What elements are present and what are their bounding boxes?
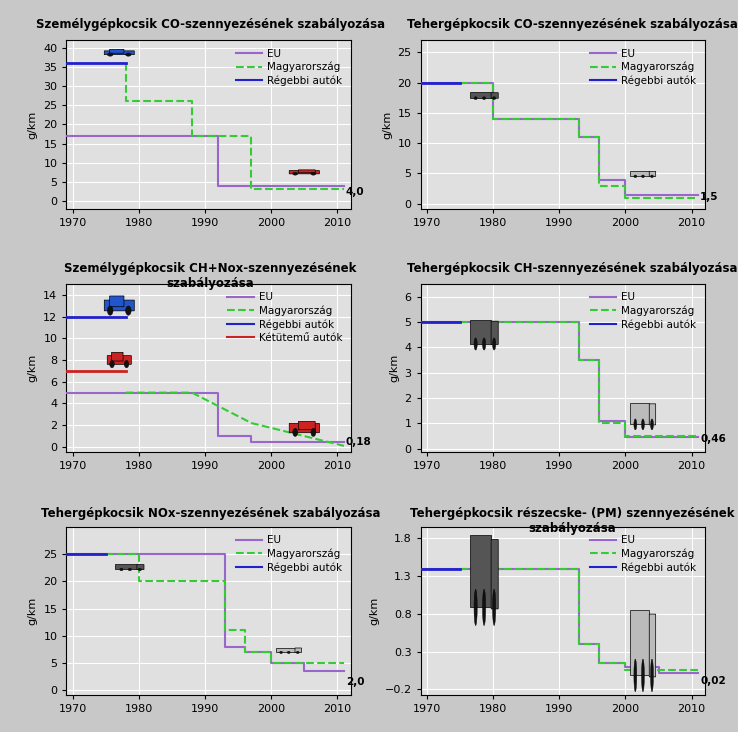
- Circle shape: [492, 589, 496, 626]
- Legend: EU, Magyarország, Régebbi autók: EU, Magyarország, Régebbi autók: [232, 532, 345, 576]
- Text: 1,5: 1,5: [700, 192, 719, 202]
- FancyBboxPatch shape: [469, 535, 492, 608]
- FancyBboxPatch shape: [107, 356, 131, 365]
- FancyBboxPatch shape: [630, 610, 649, 676]
- Circle shape: [125, 53, 131, 56]
- Circle shape: [483, 338, 486, 350]
- FancyBboxPatch shape: [110, 296, 124, 307]
- FancyBboxPatch shape: [295, 648, 301, 652]
- FancyBboxPatch shape: [111, 352, 123, 361]
- Circle shape: [138, 568, 142, 571]
- FancyBboxPatch shape: [110, 49, 124, 53]
- Circle shape: [483, 97, 486, 100]
- Circle shape: [293, 428, 297, 436]
- Circle shape: [651, 419, 653, 430]
- Circle shape: [108, 306, 113, 315]
- Y-axis label: g/km: g/km: [28, 354, 38, 382]
- Circle shape: [492, 338, 496, 350]
- Circle shape: [651, 659, 653, 692]
- Circle shape: [634, 419, 637, 430]
- FancyBboxPatch shape: [491, 539, 498, 609]
- Text: Tehergépkocsik CO-szennyezésének szabályozása: Tehergépkocsik CO-szennyezésének szabály…: [407, 18, 737, 31]
- FancyBboxPatch shape: [104, 300, 134, 311]
- Circle shape: [483, 589, 486, 626]
- Circle shape: [108, 53, 113, 56]
- Circle shape: [641, 175, 644, 178]
- Circle shape: [110, 360, 114, 367]
- Y-axis label: g/km: g/km: [389, 354, 399, 382]
- Circle shape: [474, 97, 477, 100]
- Circle shape: [634, 659, 637, 692]
- Circle shape: [297, 651, 299, 654]
- Legend: EU, Magyarország, Régebbi autók: EU, Magyarország, Régebbi autók: [587, 532, 700, 576]
- Text: Tehergépkocsik NOx-szennyezésének szabályozása: Tehergépkocsik NOx-szennyezésének szabál…: [41, 507, 380, 520]
- FancyBboxPatch shape: [289, 423, 320, 433]
- FancyBboxPatch shape: [491, 93, 498, 98]
- FancyBboxPatch shape: [630, 171, 649, 176]
- Circle shape: [120, 568, 123, 571]
- Text: 0,18: 0,18: [346, 437, 372, 447]
- FancyBboxPatch shape: [115, 564, 137, 569]
- Y-axis label: g/km: g/km: [382, 111, 392, 138]
- Text: 4,0: 4,0: [346, 187, 365, 197]
- Y-axis label: g/km: g/km: [28, 597, 38, 625]
- Legend: EU, Magyarország, Régebbi autók, Kétütemű autók: EU, Magyarország, Régebbi autók, Kétütem…: [224, 289, 345, 346]
- Text: 0,46: 0,46: [700, 433, 726, 444]
- FancyBboxPatch shape: [649, 404, 655, 425]
- Circle shape: [641, 419, 644, 430]
- Circle shape: [311, 428, 316, 436]
- Y-axis label: g/km: g/km: [28, 111, 38, 138]
- Circle shape: [128, 568, 131, 571]
- Circle shape: [287, 651, 290, 654]
- FancyBboxPatch shape: [275, 648, 295, 652]
- Legend: EU, Magyarország, Régebbi autók: EU, Magyarország, Régebbi autók: [232, 45, 345, 89]
- Circle shape: [280, 651, 283, 654]
- Circle shape: [125, 306, 131, 315]
- Circle shape: [634, 175, 637, 178]
- Text: 2,0: 2,0: [346, 677, 365, 687]
- FancyBboxPatch shape: [137, 564, 144, 569]
- Circle shape: [474, 589, 477, 626]
- Legend: EU, Magyarország, Régebbi autók: EU, Magyarország, Régebbi autók: [587, 45, 700, 89]
- Legend: EU, Magyarország, Régebbi autók: EU, Magyarország, Régebbi autók: [587, 289, 700, 333]
- Circle shape: [311, 172, 316, 175]
- Circle shape: [293, 172, 297, 175]
- Text: Tehergépkocsik CH-szennyezésének szabályozása: Tehergépkocsik CH-szennyezésének szabály…: [407, 262, 737, 275]
- FancyBboxPatch shape: [469, 320, 492, 344]
- FancyBboxPatch shape: [289, 171, 320, 173]
- FancyBboxPatch shape: [649, 171, 655, 176]
- Circle shape: [641, 659, 644, 692]
- Text: Személygépkocsik CO-szennyezésének szabályozása: Személygépkocsik CO-szennyezésének szabá…: [35, 18, 385, 31]
- FancyBboxPatch shape: [469, 92, 492, 98]
- Text: 0,02: 0,02: [700, 676, 726, 686]
- Circle shape: [651, 175, 653, 178]
- FancyBboxPatch shape: [491, 321, 498, 345]
- FancyBboxPatch shape: [649, 614, 655, 677]
- FancyBboxPatch shape: [298, 422, 315, 430]
- Circle shape: [124, 360, 129, 367]
- Text: Tehergépkocsik részecske- (PM) szennyezésének
szabályozása: Tehergépkocsik részecske- (PM) szennyezé…: [410, 507, 734, 534]
- Y-axis label: g/km: g/km: [369, 597, 379, 625]
- Text: Személygépkocsik CH+Nox-szennyezésének
szabályozása: Személygépkocsik CH+Nox-szennyezésének s…: [64, 262, 356, 290]
- Circle shape: [492, 97, 496, 100]
- FancyBboxPatch shape: [104, 51, 134, 55]
- FancyBboxPatch shape: [298, 170, 315, 173]
- FancyBboxPatch shape: [630, 403, 649, 425]
- Circle shape: [474, 338, 477, 350]
